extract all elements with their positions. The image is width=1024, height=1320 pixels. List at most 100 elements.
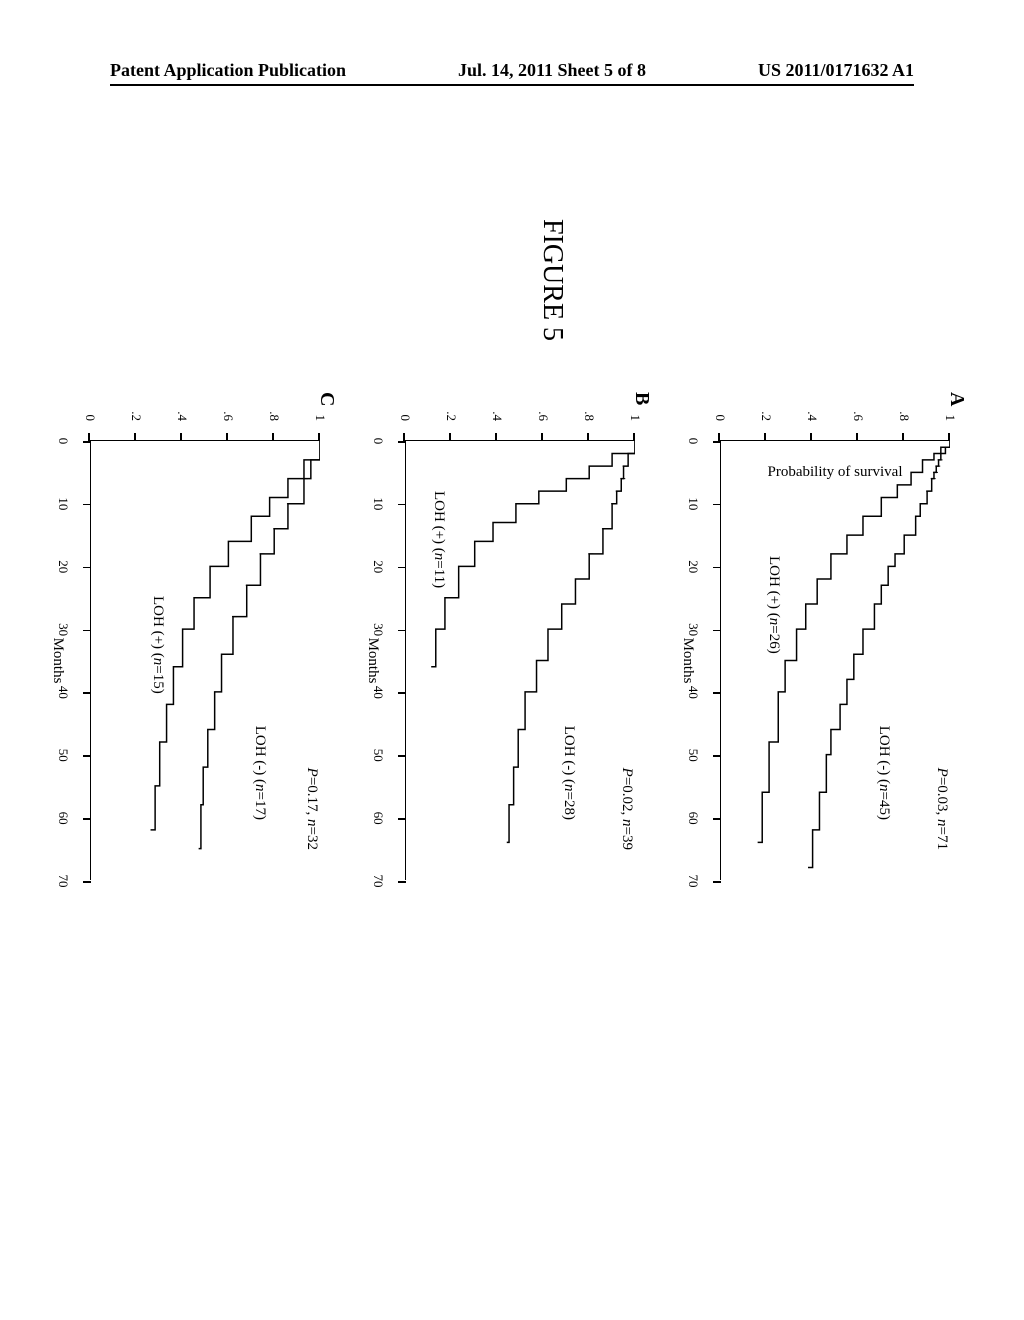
x-tick — [713, 692, 721, 694]
x-tick — [398, 567, 406, 569]
x-tick-label: 30 — [370, 623, 386, 636]
panel-letter: A — [945, 392, 968, 406]
label-loh-negative: LOH (-) (n=45) — [875, 726, 892, 820]
y-tick-label: 1 — [312, 415, 328, 422]
y-tick — [542, 433, 544, 441]
x-tick-label: 50 — [370, 749, 386, 762]
x-tick-label: 0 — [55, 438, 71, 445]
x-tick — [398, 818, 406, 820]
x-tick — [83, 504, 91, 506]
x-tick-label: 50 — [685, 749, 701, 762]
x-axis-label: Months — [364, 638, 381, 684]
y-tick-label: .4 — [174, 411, 190, 421]
x-tick — [398, 881, 406, 883]
survival-curves — [721, 441, 950, 880]
y-tick — [903, 433, 905, 441]
x-tick-label: 40 — [685, 686, 701, 699]
y-tick-label: .2 — [758, 411, 774, 421]
panel-letter: C — [315, 392, 338, 406]
x-tick-label: 0 — [370, 438, 386, 445]
y-tick — [404, 433, 406, 441]
y-tick — [857, 433, 859, 441]
panel-A: A0.2.4.6.81010203040506070MonthsProbabil… — [670, 400, 960, 920]
y-tick — [319, 433, 321, 441]
y-tick — [719, 433, 721, 441]
x-tick — [83, 692, 91, 694]
x-tick — [398, 441, 406, 443]
panel-B: B0.2.4.6.81010203040506070MonthsP=0.02, … — [355, 400, 645, 920]
curve-loh-positive — [758, 441, 950, 842]
x-tick-label: 10 — [55, 497, 71, 510]
x-tick — [83, 818, 91, 820]
curve-loh-positive — [431, 441, 635, 667]
y-tick — [89, 433, 91, 441]
x-tick — [713, 755, 721, 757]
panel-letter: B — [630, 392, 653, 405]
y-tick — [634, 433, 636, 441]
y-tick — [450, 433, 452, 441]
x-tick — [83, 881, 91, 883]
y-tick — [273, 433, 275, 441]
y-tick-label: .6 — [850, 411, 866, 421]
x-tick — [713, 881, 721, 883]
x-axis-label: Months — [679, 638, 696, 684]
panel-C: C0.2.4.6.81010203040506070MonthsP=0.17, … — [40, 400, 330, 920]
x-tick-label: 20 — [55, 560, 71, 573]
y-tick-label: .6 — [535, 411, 551, 421]
header-left: Patent Application Publication — [110, 60, 346, 81]
x-tick-label: 70 — [55, 875, 71, 888]
x-tick-label: 30 — [55, 623, 71, 636]
y-tick-label: .4 — [489, 411, 505, 421]
x-tick — [83, 630, 91, 632]
y-tick — [227, 433, 229, 441]
x-axis-label: Months — [49, 638, 66, 684]
y-tick-label: .2 — [128, 411, 144, 421]
x-tick-label: 60 — [685, 812, 701, 825]
x-tick-label: 50 — [55, 749, 71, 762]
y-tick-label: 0 — [82, 415, 98, 422]
y-tick — [181, 433, 183, 441]
x-tick-label: 60 — [55, 812, 71, 825]
plot-area: 0.2.4.6.81010203040506070MonthsProbabili… — [720, 440, 950, 880]
label-loh-positive: LOH (+) (n=11) — [430, 491, 447, 588]
x-tick — [398, 755, 406, 757]
x-tick-label: 20 — [685, 560, 701, 573]
x-tick — [398, 692, 406, 694]
y-tick-label: .2 — [443, 411, 459, 421]
y-tick-label: 0 — [397, 415, 413, 422]
x-tick-label: 20 — [370, 560, 386, 573]
p-value-text: P=0.03, n=71 — [933, 768, 950, 850]
label-loh-negative: LOH (-) (n=17) — [251, 726, 268, 820]
x-tick — [398, 630, 406, 632]
x-tick — [713, 504, 721, 506]
header: Patent Application Publication Jul. 14, … — [0, 60, 1024, 81]
label-loh-negative: LOH (-) (n=28) — [560, 726, 577, 820]
x-tick-label: 40 — [55, 686, 71, 699]
label-loh-positive: LOH (+) (n=26) — [765, 556, 782, 654]
x-tick-label: 30 — [685, 623, 701, 636]
header-divider — [110, 84, 914, 86]
y-tick — [765, 433, 767, 441]
y-axis-label: Probability of survival — [768, 464, 903, 481]
survival-curves — [91, 441, 320, 880]
p-value-text: P=0.17, n=32 — [303, 768, 320, 850]
y-tick — [949, 433, 951, 441]
x-tick — [713, 818, 721, 820]
p-value-text: P=0.02, n=39 — [618, 768, 635, 850]
y-tick-label: 1 — [627, 415, 643, 422]
x-tick — [713, 567, 721, 569]
y-tick-label: .8 — [896, 411, 912, 421]
curve-loh-positive — [151, 441, 320, 830]
plot-area: 0.2.4.6.81010203040506070MonthsP=0.17, n… — [90, 440, 320, 880]
x-tick — [713, 441, 721, 443]
y-tick — [811, 433, 813, 441]
panels-container: A0.2.4.6.81010203040506070MonthsProbabil… — [40, 400, 960, 920]
x-tick — [83, 567, 91, 569]
x-tick-label: 60 — [370, 812, 386, 825]
x-tick-label: 70 — [685, 875, 701, 888]
y-tick-label: .8 — [266, 411, 282, 421]
y-tick — [496, 433, 498, 441]
x-tick — [83, 755, 91, 757]
y-tick — [135, 433, 137, 441]
x-tick — [398, 504, 406, 506]
